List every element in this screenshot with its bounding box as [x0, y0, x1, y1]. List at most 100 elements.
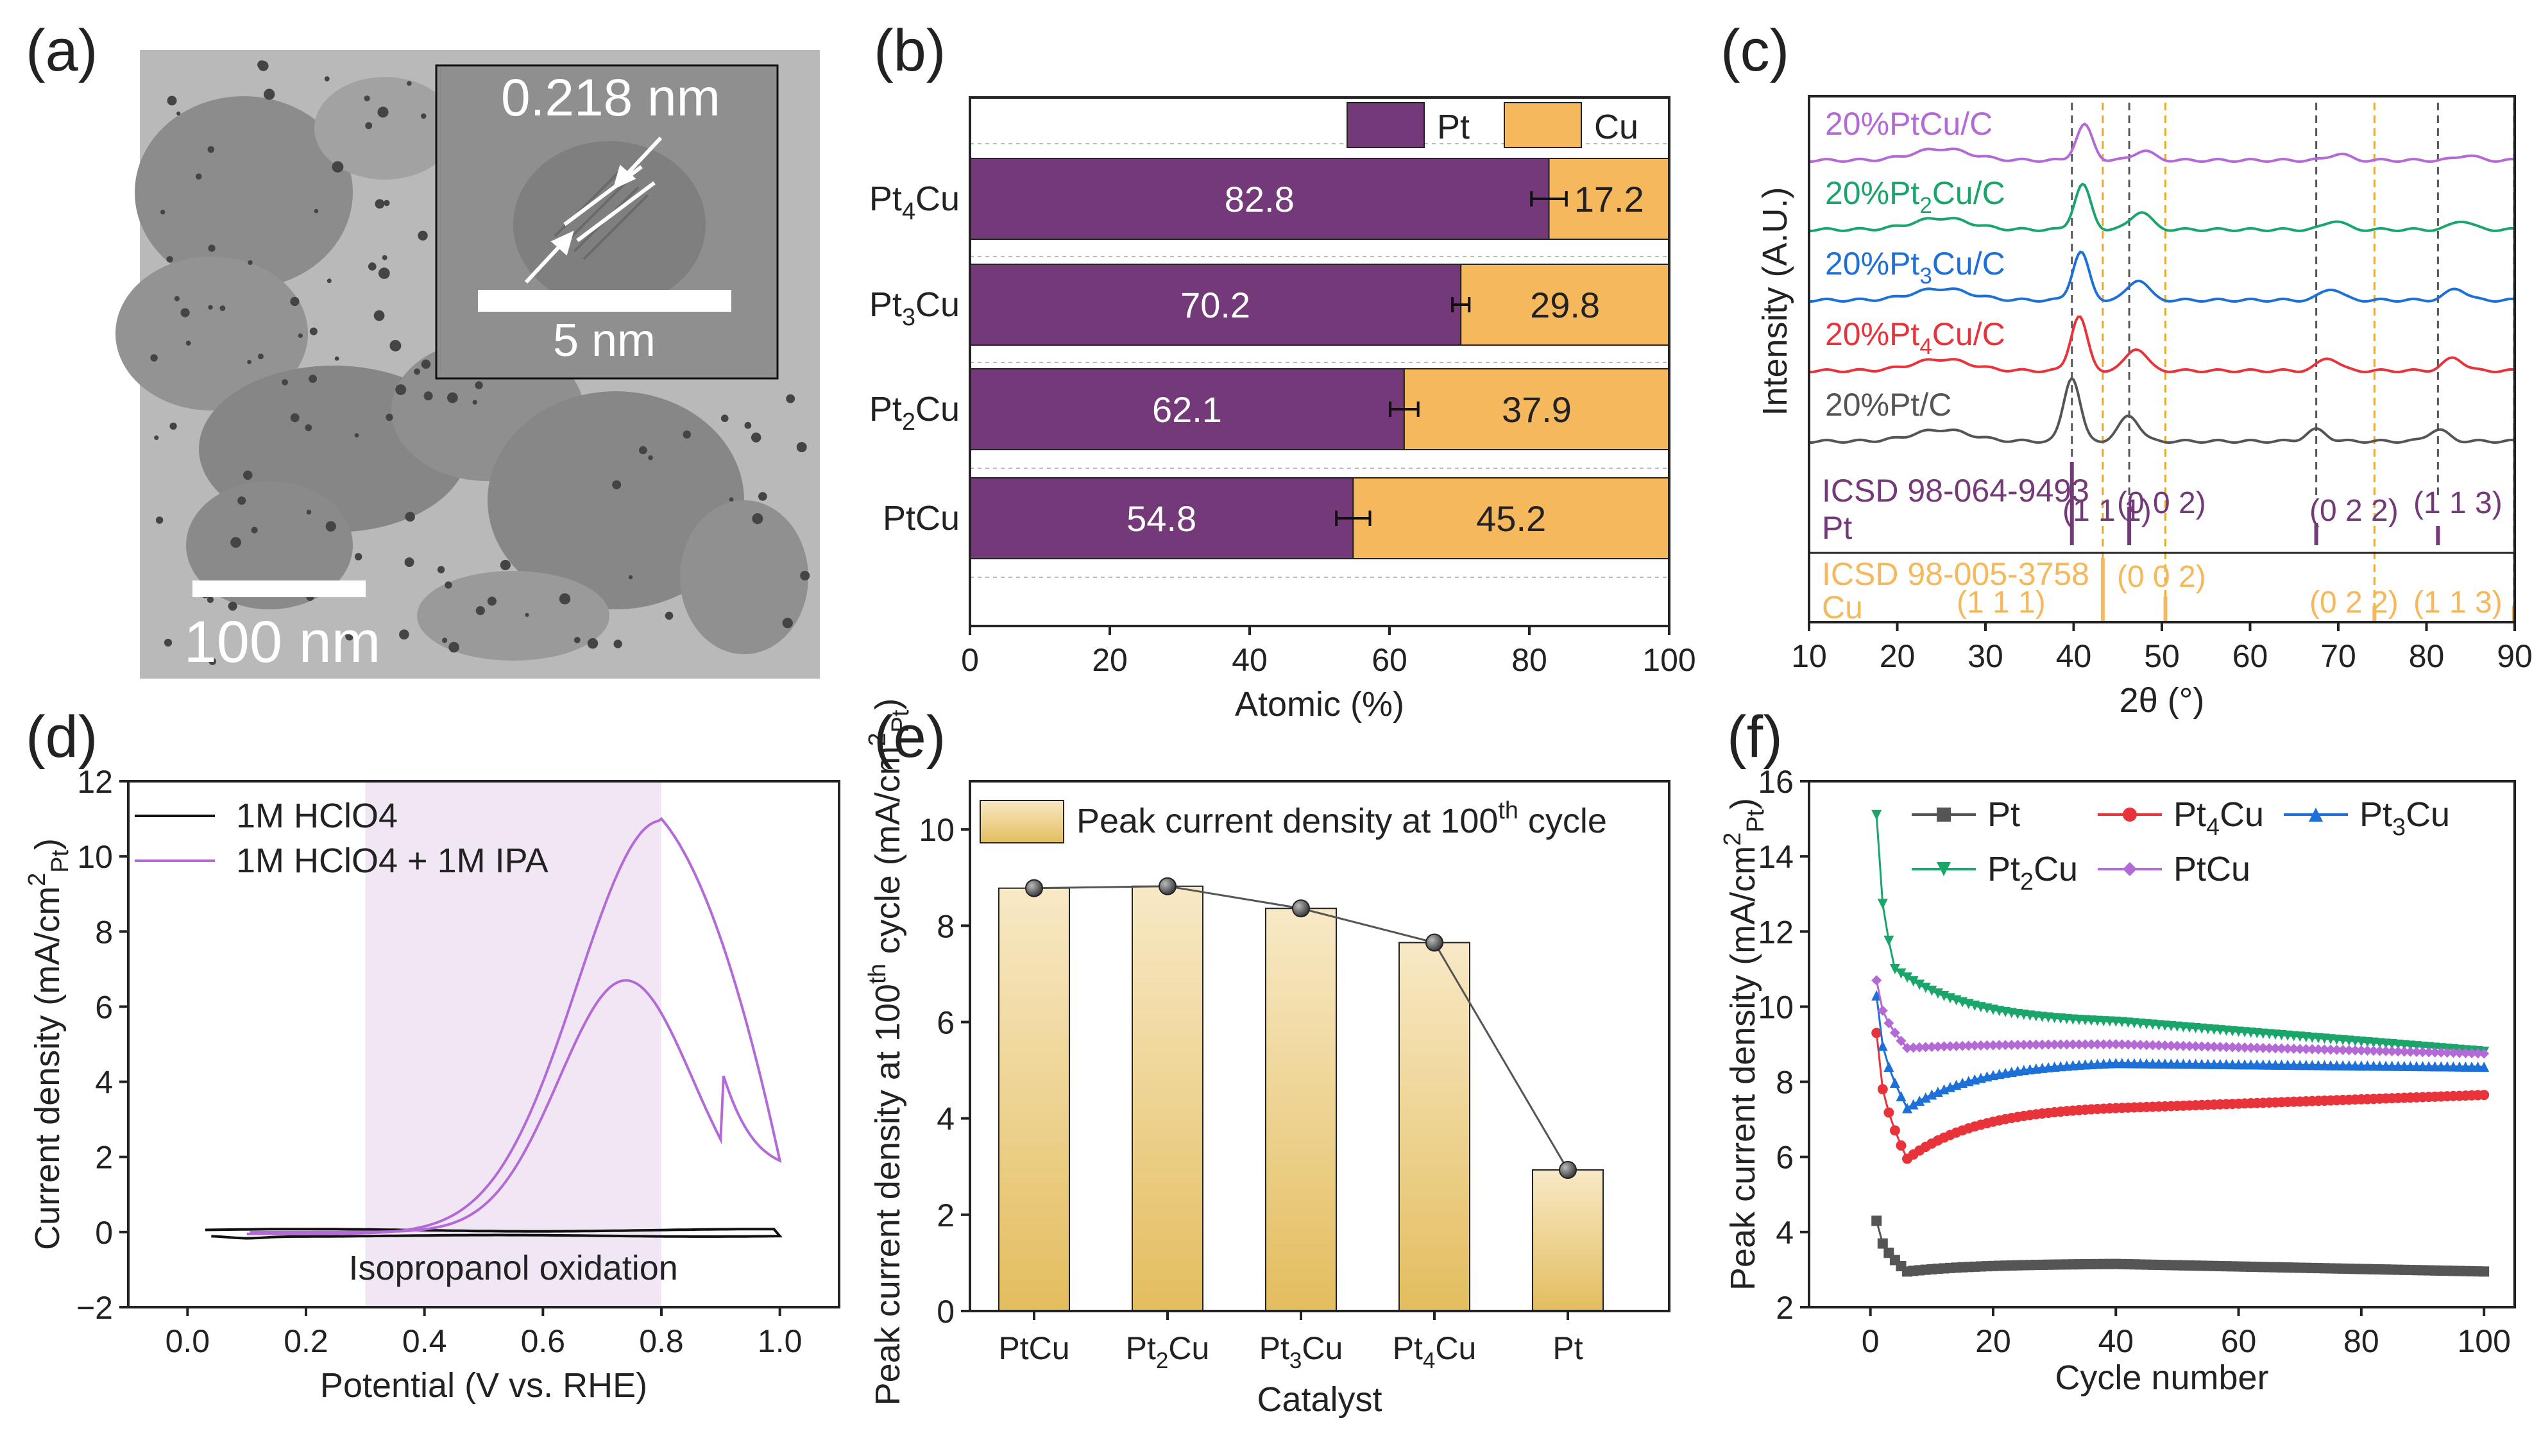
tem-nanoparticle: [305, 424, 312, 432]
y-tick-label: 4: [1776, 1215, 1794, 1251]
cu-ref-stick: [2163, 597, 2168, 622]
series-marker-PtCu: [2141, 1040, 2152, 1051]
tem-nanoparticles: [150, 60, 810, 665]
series-marker-PtCu: [1963, 1040, 1974, 1051]
x-tick-label: 100: [1642, 642, 1695, 678]
chart-b: 82.8 17.2 Pt4Cu 70.2 29.8 Pt3Cu 62.1 37.9 Pt2Cu 5…: [869, 96, 1696, 724]
y-tick-label: 6: [937, 1004, 955, 1040]
series-marker-PtCu: [2343, 1045, 2354, 1056]
y-tick-label: 14: [1758, 839, 1794, 875]
bar-Pt3Cu: [1265, 908, 1337, 1312]
tem-nanoparticle: [373, 310, 385, 321]
tem-nanoparticle: [257, 353, 264, 360]
inset-particle: [513, 141, 706, 308]
legend-marker-Pt3Cu: [2309, 808, 2323, 822]
tem-nanoparticle: [752, 513, 763, 525]
pt-ref-stick: [2436, 526, 2440, 545]
tem-nanoparticle: [154, 435, 159, 441]
panel-label-b: (b): [874, 18, 946, 83]
category-label-PtCu: PtCu: [998, 1330, 1069, 1366]
tem-nanoparticle: [345, 632, 354, 641]
series-marker-PtCu: [1975, 1040, 1986, 1051]
bar-Pt4Cu: [1398, 942, 1470, 1312]
tem-nanoparticle: [208, 244, 216, 252]
tem-nanoparticle: [378, 267, 390, 279]
cv-curve-ipa: [246, 817, 782, 1235]
series-marker-Pt3Cu: [1914, 1096, 1925, 1106]
data-point-Pt4Cu: [1425, 933, 1443, 952]
tem-nanoparticle: [475, 605, 485, 616]
series-marker-Pt2Cu: [1920, 983, 1931, 994]
series-marker-PtCu: [2037, 1039, 2048, 1050]
data-point-Pt: [1559, 1160, 1577, 1179]
series-marker-Pt2Cu: [1902, 972, 1913, 983]
tem-nanoparticle: [166, 256, 173, 263]
x-tick-label: 0.2: [284, 1323, 328, 1359]
series-marker-PtCu: [1932, 1041, 1943, 1052]
tem-nanoparticle: [437, 566, 445, 573]
bar-cu-PtCu: [1352, 477, 1670, 559]
series-marker-PtCu: [2129, 1039, 2139, 1050]
tem-nanoparticle: [354, 433, 359, 437]
series-marker-PtCu: [2080, 1039, 2091, 1050]
legend-label-PtCu: PtCu: [2173, 850, 2250, 888]
tem-nanoparticle: [421, 113, 427, 119]
series-marker-PtCu: [2436, 1047, 2447, 1058]
y-tick-label: 4: [937, 1101, 955, 1137]
tem-nanoparticle: [382, 110, 387, 116]
xrd-pattern-20%Pt2Cu/C: [1809, 182, 2515, 233]
series-marker-PtCu: [1896, 1035, 1907, 1046]
cu-ref-stick: [2372, 606, 2377, 622]
tem-nanoparticle: [382, 255, 387, 260]
chart-f: 0 20 40 60 80 100 2 4 6 8 10 12 14 16 Cycle number Peak…: [1719, 764, 2516, 1397]
x-axis-label: Potential (V vs. RHE): [320, 1366, 647, 1405]
series-marker-PtCu: [2018, 1039, 2029, 1050]
series-marker-Pt4Cu: [1896, 1140, 1907, 1151]
panel-e: (e) PtCu Pt2Cu Pt3Cu Pt4Cu Pt 0 2 4 6 8 10 Catalyst…: [864, 698, 1670, 1419]
series-marker-Pt2Cu: [1908, 976, 1919, 986]
series-marker-PtCu: [2245, 1042, 2256, 1053]
series-marker-PtCu: [2116, 1039, 2127, 1050]
series-marker-Pt3Cu: [1920, 1092, 1931, 1103]
series-marker-PtCu: [1871, 975, 1882, 986]
x-tick-label: 60: [2221, 1323, 2257, 1359]
series-marker-PtCu: [2227, 1042, 2238, 1053]
series-marker-PtCu: [2000, 1040, 2011, 1051]
y-axis-label: Intensity (A.U.): [1756, 187, 1794, 416]
tem-nanoparticle: [324, 76, 330, 81]
chart-d: 0.0 0.2 0.4 0.6 0.8 1.0 −2 0 2 4 6 8 10 12 Potential (…: [24, 764, 840, 1405]
cu-ref-element: Cu: [1822, 589, 1863, 625]
tem-nanoparticle: [448, 641, 459, 653]
series-marker-Pt3Cu: [1889, 1077, 1900, 1088]
y-axis-label: Current density (mA/cm2Pt): [24, 838, 74, 1250]
tem-nanoparticle: [169, 422, 177, 430]
series-marker-PtCu: [2135, 1039, 2146, 1050]
legend-marker-Pt: [1937, 808, 1951, 822]
x-tick-label: 100: [2457, 1323, 2510, 1359]
series-marker-PtCu: [2147, 1040, 2158, 1051]
tem-nanoparticle: [800, 570, 810, 580]
series-marker-PtCu: [2368, 1045, 2379, 1056]
series-marker-PtCu: [2202, 1041, 2213, 1052]
series-marker-PtCu: [2429, 1047, 2440, 1058]
series-marker-PtCu: [2479, 1048, 2490, 1059]
legend-swatch-cu: [1504, 102, 1582, 148]
series-marker-PtCu: [2159, 1040, 2170, 1051]
series-marker-Pt: [1877, 1238, 1888, 1249]
tem-nanoparticle: [290, 296, 300, 307]
tem-nanoparticle: [418, 230, 428, 241]
bar-cu-Pt2Cu: [1403, 368, 1670, 450]
x-axis-label: Cycle number: [2055, 1359, 2268, 1397]
category-label-Pt2Cu: Pt2Cu: [1126, 1330, 1210, 1373]
tem-nanoparticle: [375, 199, 385, 209]
bar-pt-Pt2Cu: [969, 368, 1405, 450]
series-marker-PtCu: [1926, 1042, 1937, 1053]
x-tick-label: 60: [1372, 642, 1407, 678]
series-marker-Pt3Cu: [1896, 1091, 1907, 1102]
series-marker-PtCu: [1889, 1028, 1900, 1038]
series-marker-PtCu: [2288, 1044, 2299, 1054]
y-tick-label: 2: [1776, 1290, 1794, 1326]
series-marker-PtCu: [2073, 1039, 2084, 1050]
tem-nanoparticle: [407, 81, 412, 86]
series-marker-PtCu: [2307, 1044, 2318, 1054]
